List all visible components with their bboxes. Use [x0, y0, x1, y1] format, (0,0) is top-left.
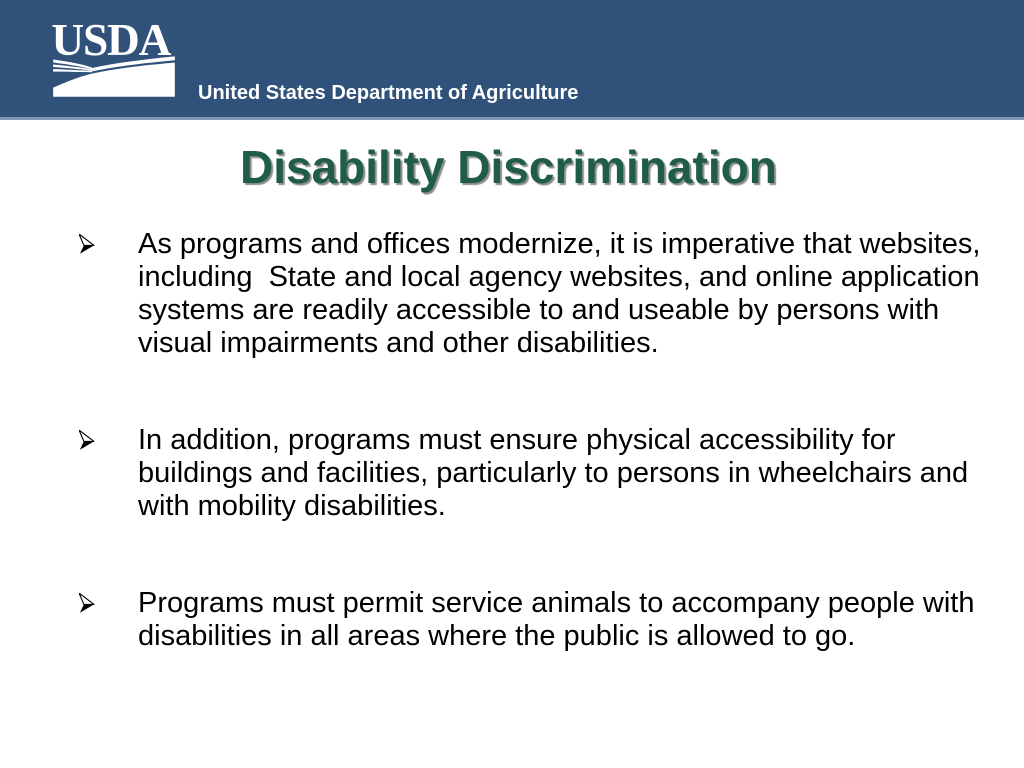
- svg-text:USDA: USDA: [51, 15, 171, 65]
